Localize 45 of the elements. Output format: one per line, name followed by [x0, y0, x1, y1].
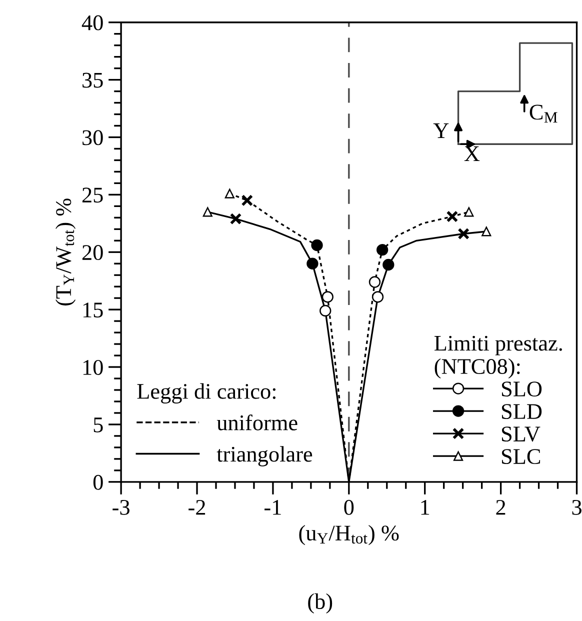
legend-label: triangolare [216, 446, 312, 466]
point [322, 291, 334, 303]
point [464, 207, 474, 217]
point [458, 228, 470, 240]
point [241, 194, 254, 206]
point [446, 210, 458, 222]
y-tick-label: 30 [82, 130, 103, 146]
x-tick-label: -3 [112, 500, 130, 515]
x-tick-label: -2 [188, 500, 206, 515]
point [306, 258, 318, 270]
point [230, 212, 242, 225]
x-tick-label: 1 [421, 500, 430, 515]
text: Limiti prestaz. (NTC08): [434, 336, 562, 379]
y-tick-label: 15 [83, 302, 103, 318]
point [482, 226, 492, 236]
point [368, 276, 381, 288]
legend-label: SLO [502, 382, 542, 397]
point [311, 239, 323, 252]
legend-label: SLD [502, 404, 542, 420]
point [372, 291, 384, 303]
point [382, 258, 394, 271]
y-tick-label: 10 [83, 360, 103, 375]
point [202, 207, 212, 217]
text: (b) [308, 593, 332, 614]
legend-label: uniforme [216, 414, 298, 430]
legend-label: SLC [502, 449, 540, 464]
point [224, 188, 234, 198]
x-tick-label: 3 [572, 500, 582, 515]
point [376, 244, 388, 256]
legend-label: SLV [502, 426, 540, 442]
x-tick-label: 0 [344, 500, 354, 515]
y-tick-label: 0 [93, 474, 103, 490]
y-axis-title: (T$_{Y}$/W$_{tot}$) % [55, 198, 76, 306]
annotation: C$_{M}$ [530, 104, 558, 122]
y-tick-label: 35 [82, 72, 103, 88]
x-tick-label: 2 [496, 500, 506, 515]
annotation: Y [433, 123, 449, 138]
x-tick-label: -1 [264, 500, 281, 515]
y-tick-label: 40 [82, 15, 103, 30]
y-tick-label: 5 [94, 418, 103, 432]
x-axis-title: (u$_{Y}$/H$_{tot}$) % [299, 524, 399, 546]
point [320, 304, 332, 317]
text: Leggi di carico: [137, 383, 276, 404]
y-tick-label: 25 [82, 188, 103, 203]
y-tick-label: 20 [82, 245, 103, 260]
